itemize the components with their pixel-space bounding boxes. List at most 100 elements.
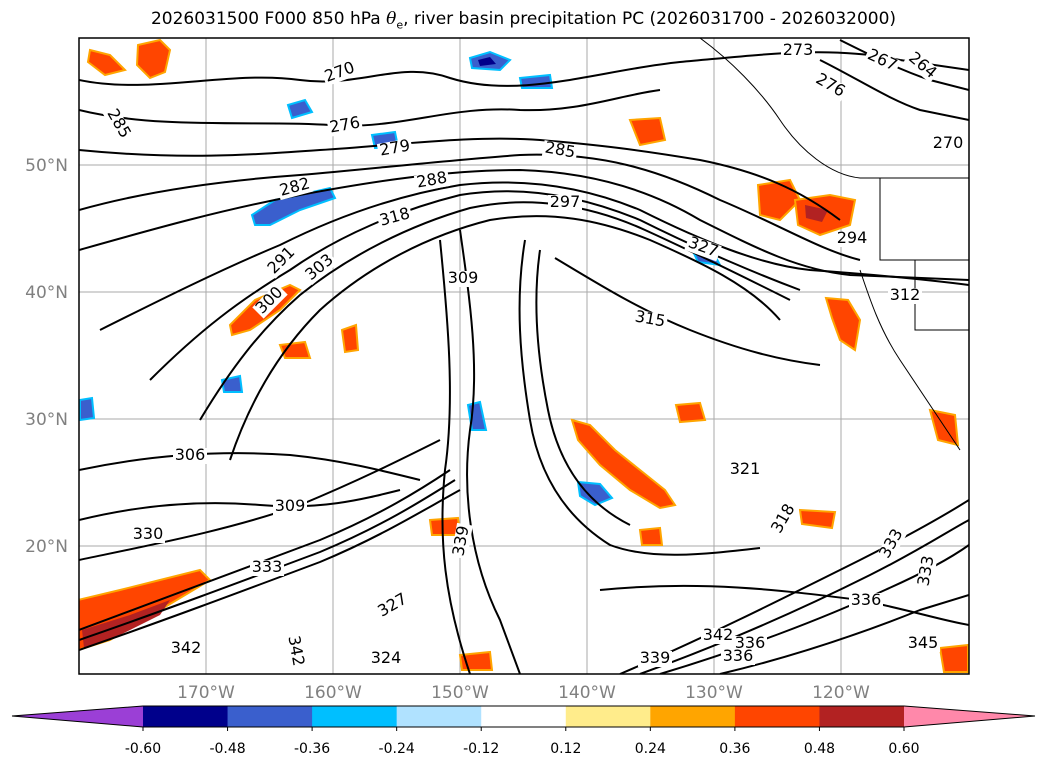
contour-label-bg: [321, 59, 359, 87]
contour-label-bg: [376, 138, 414, 160]
colorbar-boxes: [143, 706, 905, 727]
contour-label-bg: [173, 448, 207, 464]
contour-label: 345: [908, 633, 939, 652]
colorbar-tick-label: 0.12: [550, 741, 581, 757]
contour-label-bg: [446, 271, 480, 287]
longitude-labels: 170°W 160°W 150°W 140°W 130°W 120°W: [177, 683, 870, 703]
contour-label: 333: [252, 557, 283, 576]
contour-label: 336: [735, 633, 766, 652]
contour-label-bg: [684, 234, 722, 262]
lon-label-160w: 160°W: [304, 683, 362, 703]
coastline: [859, 269, 961, 451]
contour-label-bg: [849, 593, 883, 609]
precip-positive-area: [570, 418, 677, 510]
contour-label-bg: [931, 136, 965, 152]
contour-label-bg: [301, 250, 339, 286]
contour-line: [79, 51, 969, 87]
contour-label-bg: [541, 140, 579, 162]
contour-label-bg: [811, 70, 849, 102]
contour-label-bg: [631, 309, 669, 331]
lat-label-40n: 40°N: [25, 283, 68, 303]
contour-line: [79, 168, 969, 281]
contour-label-bg: [252, 283, 288, 319]
contour-line: [79, 89, 661, 127]
precip-positive-area: [340, 323, 360, 354]
map-background: [79, 38, 969, 674]
theta-subscript: e: [396, 18, 404, 32]
contour-label-bg: [835, 231, 869, 247]
precip-positive-area: [638, 526, 664, 546]
colorbar-tick-label: 0.60: [888, 741, 919, 757]
colorbar-box: [143, 706, 229, 727]
contour-label-bg: [451, 522, 473, 560]
contour-label: 309: [275, 496, 306, 515]
colorbar-tick-label: -0.24: [379, 741, 415, 757]
contour-line: [79, 489, 461, 651]
colorbar-tick-label: 0.24: [635, 741, 666, 757]
precip-positive-area: [674, 401, 707, 424]
contour-label-bg: [548, 195, 582, 211]
contour-label-bg: [638, 651, 672, 667]
contour-label-bg: [169, 641, 203, 657]
contour-line: [79, 153, 861, 261]
colorbar-tick-label: -0.36: [294, 741, 330, 757]
contour-line: [599, 584, 969, 626]
precip-positive-core: [805, 205, 828, 222]
precip-positive-area: [135, 38, 172, 80]
precip-negative-area: [286, 98, 314, 120]
contour-label-bg: [102, 105, 134, 143]
precip-positive-area: [756, 178, 802, 222]
precip-positive-area: [86, 48, 127, 77]
latitude-labels: 50°N 40°N 30°N 20°N: [25, 156, 68, 557]
state-border: [914, 260, 969, 331]
lon-label-150w: 150°W: [431, 683, 489, 703]
contour-label-bg: [374, 590, 412, 622]
contour-label: 309: [448, 268, 479, 287]
lat-label-30n: 30°N: [25, 410, 68, 430]
theta-symbol: θ: [386, 9, 397, 29]
contour-line: [518, 239, 761, 556]
contour-line: [79, 479, 456, 641]
title-prefix: 2026031500 F000 850 hPa: [150, 9, 387, 29]
colorbar-tick-label: 0.48: [804, 741, 835, 757]
contour-line: [554, 257, 821, 366]
precip-negative-area: [79, 396, 96, 422]
coastline-layer: [699, 38, 969, 451]
contour-line: [79, 469, 451, 631]
precip-negative-core: [478, 57, 496, 66]
contour-label-bg: [888, 288, 922, 304]
contour-label-bg: [728, 462, 762, 478]
colorbar-box: [227, 706, 313, 727]
state-border: [879, 178, 969, 261]
colorbar-tick-label: 0.36: [719, 741, 750, 757]
contour-label-bg: [916, 552, 938, 590]
contour-label: 312: [890, 285, 921, 304]
precip-positive-area: [824, 296, 862, 352]
colorbar-tick-label: -0.60: [125, 741, 161, 757]
contour-line: [99, 181, 969, 331]
contour-label-bg: [768, 500, 800, 538]
title-suffix: , river basin precipitation PC (20260317…: [403, 9, 897, 29]
theta-e-contours: [79, 39, 969, 674]
contour-label: 321: [730, 459, 761, 478]
contour-line: [639, 519, 969, 674]
contour-label-bg: [250, 560, 284, 576]
contour-label-bg: [131, 527, 165, 543]
precip-positive-area: [798, 508, 837, 530]
contour-line: [79, 489, 401, 521]
contour-label: 306: [175, 445, 206, 464]
lat-label-50n: 50°N: [25, 156, 68, 176]
colorbar-box: [819, 706, 905, 727]
contour-label-bg: [264, 243, 300, 279]
contour-line: [79, 137, 841, 221]
colorbar-tick-labels: -0.60 -0.48 -0.36 -0.24 -0.12 0.12 0.24 0.36 0.4…: [125, 727, 920, 757]
contour-label: 270: [933, 133, 964, 152]
colorbar-box: [565, 706, 651, 727]
map-title: 2026031500 F000 850 hPa θe, river basin …: [0, 9, 1047, 31]
contour-line: [719, 594, 969, 674]
colorbar-box: [650, 706, 736, 727]
map-frame: [78, 37, 970, 675]
contour-label-bg: [276, 175, 314, 201]
colorbar-over-extension: [904, 706, 1035, 727]
